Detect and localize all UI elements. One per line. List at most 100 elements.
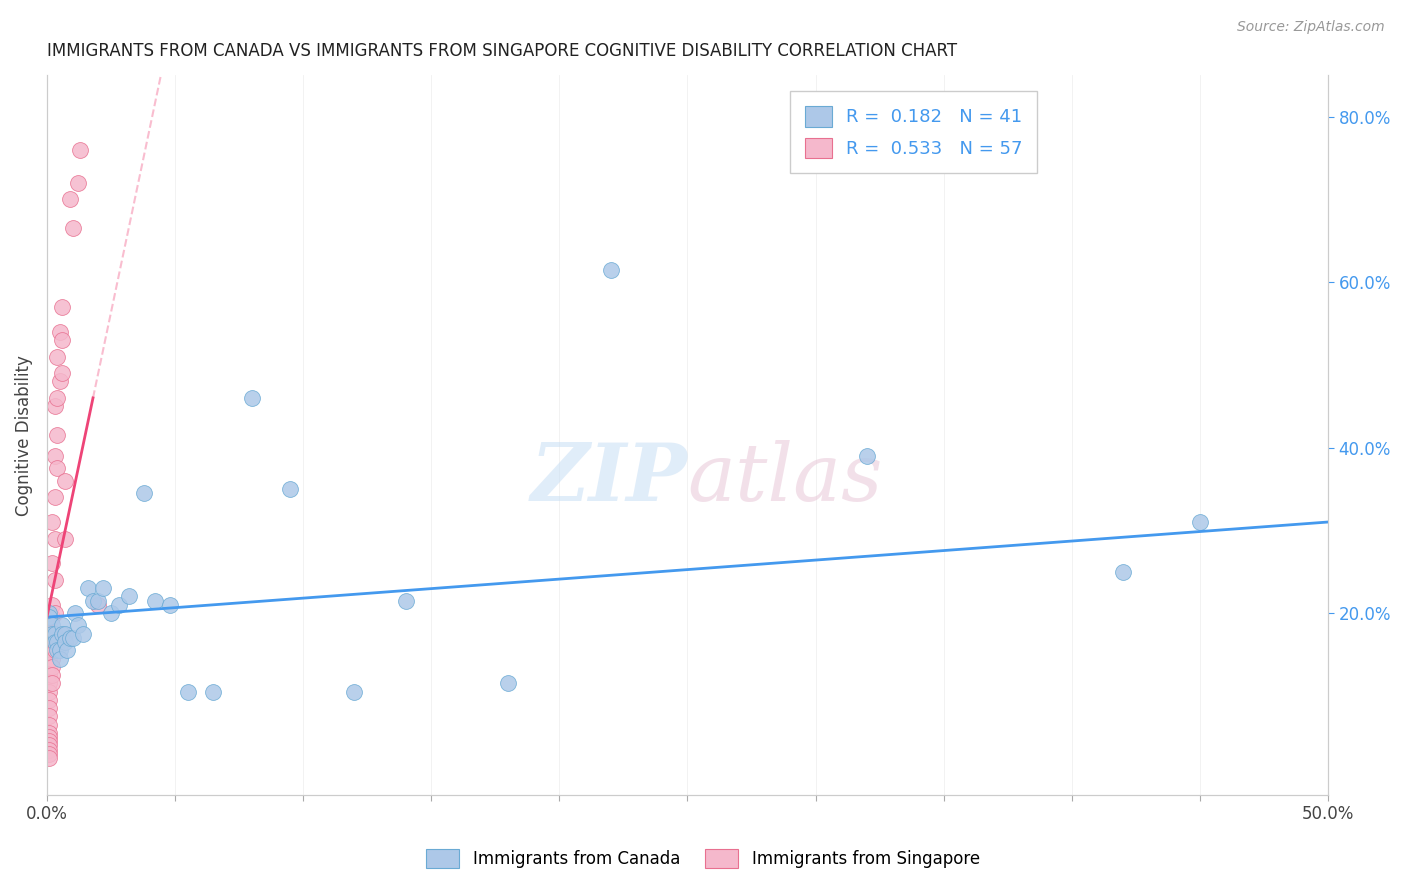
Point [59, 192, 82, 206]
Point [38, 618, 60, 632]
Point [202, 684, 225, 698]
Point [100, 606, 122, 620]
Point [48, 643, 70, 657]
Point [38, 660, 60, 674]
Point [1188, 515, 1211, 529]
Point [91, 581, 114, 595]
Point [38, 615, 60, 629]
Point [118, 590, 141, 604]
Point [77, 581, 100, 595]
Point [38, 693, 60, 707]
Point [56, 643, 79, 657]
Point [38, 643, 60, 657]
Point [41, 676, 63, 690]
Point [107, 598, 129, 612]
Point [599, 262, 621, 277]
Point [41, 515, 63, 529]
Point [41, 557, 63, 571]
Point [51, 618, 73, 632]
Point [38, 709, 60, 723]
Point [38, 701, 60, 715]
Point [38, 606, 60, 620]
Point [48, 325, 70, 339]
Point [53, 626, 76, 640]
Point [38, 742, 60, 756]
Point [82, 593, 104, 607]
Point [44, 626, 66, 640]
Point [51, 333, 73, 347]
Point [240, 391, 263, 405]
Point [87, 593, 110, 607]
Point [177, 684, 200, 698]
Point [62, 631, 84, 645]
Text: Source: ZipAtlas.com: Source: ZipAtlas.com [1237, 20, 1385, 34]
Point [44, 573, 66, 587]
Point [38, 651, 60, 665]
Point [59, 631, 82, 645]
Point [44, 532, 66, 546]
Point [159, 598, 181, 612]
Point [134, 486, 156, 500]
Point [38, 668, 60, 682]
Point [41, 610, 63, 624]
Point [87, 598, 110, 612]
Point [53, 532, 76, 546]
Text: ZIP: ZIP [530, 440, 688, 517]
Point [48, 375, 70, 389]
Point [62, 221, 84, 235]
Point [496, 676, 519, 690]
Legend: R =  0.182   N = 41, R =  0.533   N = 57: R = 0.182 N = 41, R = 0.533 N = 57 [790, 92, 1038, 173]
Point [1112, 565, 1135, 579]
Point [38, 739, 60, 753]
Point [44, 626, 66, 640]
Point [66, 618, 89, 632]
Point [51, 366, 73, 380]
Point [46, 461, 69, 475]
Point [46, 428, 69, 442]
Point [41, 668, 63, 682]
Point [46, 635, 69, 649]
Point [38, 610, 60, 624]
Point [41, 618, 63, 632]
Point [44, 449, 66, 463]
Point [38, 747, 60, 761]
Point [41, 660, 63, 674]
Point [46, 643, 69, 657]
Point [41, 598, 63, 612]
Point [63, 606, 86, 620]
Point [278, 482, 301, 496]
Point [44, 490, 66, 504]
Legend: Immigrants from Canada, Immigrants from Singapore: Immigrants from Canada, Immigrants from … [419, 843, 987, 875]
Point [41, 651, 63, 665]
Point [41, 626, 63, 640]
Point [38, 635, 60, 649]
Point [41, 626, 63, 640]
Point [48, 651, 70, 665]
Point [53, 474, 76, 488]
Point [38, 623, 60, 637]
Point [44, 643, 66, 657]
Point [53, 635, 76, 649]
Text: atlas: atlas [688, 440, 883, 517]
Point [38, 610, 60, 624]
Y-axis label: Cognitive Disability: Cognitive Disability [15, 355, 32, 516]
Point [38, 751, 60, 765]
Point [38, 734, 60, 748]
Point [38, 676, 60, 690]
Point [44, 606, 66, 620]
Point [38, 717, 60, 731]
Point [51, 626, 73, 640]
Point [44, 635, 66, 649]
Point [51, 300, 73, 314]
Point [143, 593, 166, 607]
Point [394, 593, 416, 607]
Point [46, 391, 69, 405]
Point [38, 726, 60, 740]
Point [38, 730, 60, 744]
Point [72, 626, 94, 640]
Text: IMMIGRANTS FROM CANADA VS IMMIGRANTS FROM SINGAPORE COGNITIVE DISABILITY CORRELA: IMMIGRANTS FROM CANADA VS IMMIGRANTS FRO… [46, 42, 957, 60]
Point [856, 449, 879, 463]
Point [69, 143, 91, 157]
Point [38, 684, 60, 698]
Point [66, 176, 89, 190]
